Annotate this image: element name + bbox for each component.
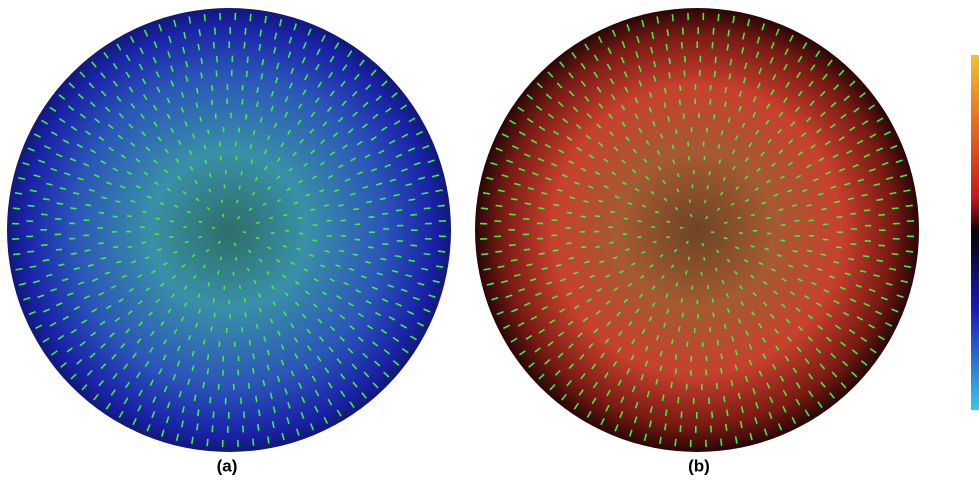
disc (7, 8, 451, 452)
panel-b (475, 8, 919, 452)
colorbar (971, 55, 979, 410)
panel-label: (b) (688, 456, 710, 475)
vector-field (11, 12, 447, 448)
disc (475, 8, 919, 452)
panel-label: (a) (217, 456, 238, 475)
vector-field (479, 12, 915, 448)
panel-a (7, 8, 451, 452)
